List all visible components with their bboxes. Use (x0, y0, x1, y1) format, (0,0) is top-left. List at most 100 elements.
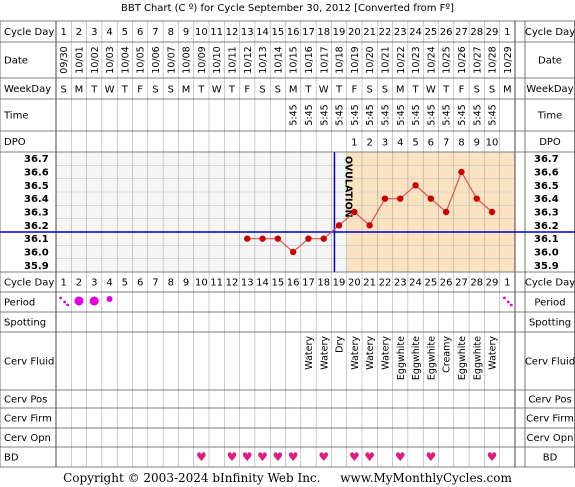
dpo-cell: 10 (486, 138, 499, 149)
spotting-label: Spotting (4, 318, 46, 329)
date-cell: 10/25 (442, 46, 453, 73)
cycle-day-cell: 6 (137, 27, 143, 38)
cycle-day-cell-bottom: 27 (455, 278, 468, 289)
date-cell: 10/20 (365, 46, 376, 73)
weekday-cell: T (335, 85, 343, 96)
y-tick-label-right: 36.2 (534, 221, 559, 232)
bd-heart-icon: ♥ (196, 450, 207, 464)
bd-heart-icon: ♥ (487, 450, 498, 464)
time-cell: 5:45 (335, 104, 346, 125)
dpo-cell: 6 (428, 138, 434, 149)
cycle-day-label: Cycle Day (4, 27, 54, 38)
date-cell: 10/19 (350, 46, 361, 73)
cycle-day-cell: 23 (394, 27, 407, 38)
weekday-cell: M (289, 85, 298, 96)
cycle-day-cell: 10 (195, 27, 208, 38)
date-cell: 10/02 (90, 46, 101, 73)
weekday-cell: S (382, 85, 388, 96)
cycle-day-cell-bottom: 1 (504, 278, 510, 289)
time-cell: 5:45 (472, 104, 483, 125)
cycle-day-cell-bottom: 17 (302, 278, 315, 289)
time-cell: 5:45 (380, 104, 391, 125)
cerv-fluid-label: Cerv Fluid (4, 357, 54, 368)
cycle-day-cell-bottom: 24 (409, 278, 422, 289)
weekday-cell: S (474, 85, 480, 96)
dpo-cell: 1 (351, 138, 357, 149)
cycle-day-cell: 9 (183, 27, 189, 38)
cerv-fluid-cell: Creamy (442, 336, 453, 373)
cycle-day-cell-bottom: 15 (271, 278, 284, 289)
weekday-cell: M (75, 85, 84, 96)
period-mark-heavy (89, 296, 99, 306)
y-tick-label: 36.1 (24, 234, 49, 245)
dpo-cell: 3 (382, 138, 388, 149)
weekday-cell: S (152, 85, 158, 96)
cerv-opn-label-right: Cerv Opn (527, 433, 574, 444)
time-cell: 5:45 (289, 104, 300, 125)
date-cell: 10/08 (182, 46, 193, 73)
weekday-cell: T (228, 85, 236, 96)
time-cell: 5:45 (457, 104, 468, 125)
site-link[interactable]: www.MyMonthlyCycles.com (340, 471, 512, 485)
time-cell: 5:45 (426, 104, 437, 125)
cycle-day-cell: 26 (440, 27, 453, 38)
cerv-fluid-cell: Watery (365, 336, 376, 370)
dpo-cell: 7 (443, 138, 449, 149)
cycle-day-cell: 21 (363, 27, 376, 38)
cycle-day-cell: 4 (106, 27, 112, 38)
cycle-day-cell-bottom: 10 (195, 278, 208, 289)
period-mark-spot (59, 296, 63, 300)
date-cell: 10/05 (136, 46, 147, 73)
cycle-day-cell: 7 (152, 27, 158, 38)
weekday-cell: M (182, 85, 191, 96)
temperature-point (427, 195, 435, 202)
cycle-day-cell-bottom: 16 (287, 278, 300, 289)
cycle-day-cell: 20 (348, 27, 361, 38)
cycle-day-cell: 3 (91, 27, 97, 38)
bd-heart-icon: ♥ (364, 450, 375, 464)
temperature-point (335, 222, 343, 229)
weekday-cell: T (197, 85, 205, 96)
date-cell: 10/17 (319, 46, 330, 73)
weekday-label: WeekDay (4, 84, 51, 95)
cerv-fluid-cell: Watery (304, 336, 315, 370)
weekday-cell: S (366, 85, 372, 96)
date-cell: 10/09 (197, 46, 208, 73)
cerv-fluid-cell: Dry (335, 336, 346, 353)
cycle-day-cell: 28 (470, 27, 483, 38)
period-mark-light (106, 296, 113, 302)
date-cell: 10/23 (411, 46, 422, 73)
temperature-point (259, 235, 266, 242)
cycle-day-label-bottom: Cycle Day (4, 278, 54, 289)
y-tick-label: 36.2 (24, 221, 49, 232)
bd-heart-icon: ♥ (318, 450, 329, 464)
weekday-cell: S (489, 85, 495, 96)
bd-heart-icon: ♥ (288, 450, 299, 464)
cycle-day-cell-bottom: 9 (183, 278, 189, 289)
cycle-day-cell: 1 (504, 27, 510, 38)
y-tick-label-right: 36.5 (534, 181, 559, 192)
temperature-point (366, 222, 373, 229)
cycle-day-cell: 16 (287, 27, 300, 38)
bd-label-right: BD (543, 453, 558, 464)
date-cell: 10/01 (74, 46, 85, 73)
chart-title: BBT Chart (C º) for Cycle September 30, … (120, 3, 455, 14)
date-cell: 10/26 (457, 46, 468, 73)
weekday-cell: T (304, 85, 312, 96)
temperature-point (274, 235, 282, 242)
spotting-label-right: Spotting (529, 318, 571, 329)
cycle-day-cell: 22 (379, 27, 392, 38)
weekday-label-right: WeekDay (526, 84, 573, 95)
cycle-day-cell-bottom: 13 (241, 278, 254, 289)
cerv-fluid-cell: Eggwhite (472, 336, 483, 380)
cycle-day-cell: 14 (256, 27, 269, 38)
date-cell: 09/30 (59, 46, 70, 73)
cerv-pos-label: Cerv Pos (4, 395, 47, 406)
date-cell: 10/21 (380, 46, 391, 73)
date-cell: 10/18 (335, 46, 346, 73)
time-label: Time (3, 111, 28, 122)
cycle-day-label-bottom-right: Cycle Day (525, 278, 575, 289)
time-cell: 5:45 (488, 104, 499, 125)
temperature-point (397, 195, 404, 202)
cycle-day-cell: 13 (241, 27, 254, 38)
